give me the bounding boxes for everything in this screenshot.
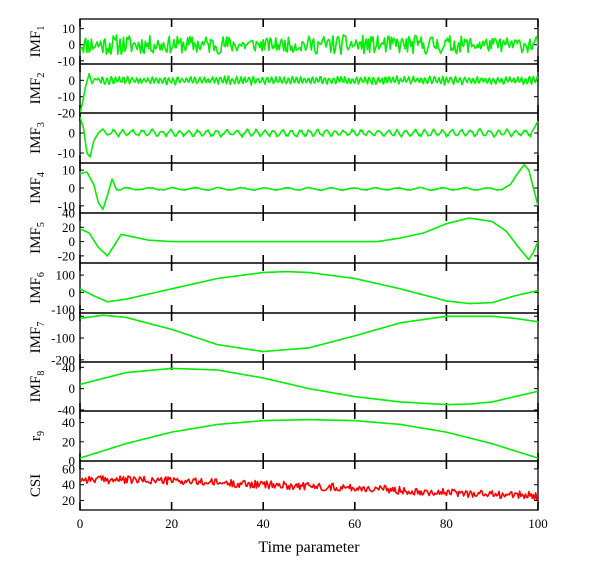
y-tick-label: -100 [51,302,75,317]
x-tick-label: 20 [165,516,178,531]
y-tick-label: -40 [58,402,75,417]
y-tick-label: 20 [62,220,75,235]
y-tick-label: -20 [58,248,75,263]
series-line-imf6 [80,270,538,305]
series-line-imf5 [80,217,538,261]
y-tick-label: 0 [69,37,76,52]
x-tick-label: 80 [440,516,453,531]
x-tick-label: 100 [528,516,548,531]
y-tick-label: 0 [69,309,76,324]
y-tick-label: -10 [58,198,75,213]
panels-group: -10010IMF1-20-100IMF2-100IMF3-10010IMF4-… [28,18,539,511]
x-axis-title: Time parameter [258,539,360,556]
series-line-r9 [80,418,538,459]
series-line-imf3 [80,116,538,158]
series-line-imf2 [80,73,538,113]
series-line-imf8 [80,367,538,406]
panel-label: IMF5 [28,222,47,254]
y-tick-label: 0 [69,181,76,196]
y-tick-label: 0 [69,126,76,141]
y-tick-label: 0 [69,285,76,300]
y-tick-label: -200 [51,352,75,367]
y-tick-label: 0 [69,454,76,469]
series-line-imf4 [80,163,538,211]
series-line-csi [80,475,538,501]
panel-imf7: -200 -100 0 IMF7 [28,309,539,367]
y-tick-label: -10 [58,53,75,68]
y-tick-label: -100 [51,331,75,346]
y-tick-label: -10 [58,146,75,161]
panel-label: CSI [28,474,44,497]
series-line-imf7 [80,314,538,353]
y-tick-label: 20 [62,493,75,508]
panel-label: IMF6 [28,272,47,304]
panel-label: IMF1 [28,26,47,58]
series-line-imf1 [80,34,538,56]
y-tick-label: 40 [62,415,75,430]
x-tick-label: 0 [77,516,84,531]
y-tick-label: 0 [69,73,76,88]
panel-imf3: -10 0 IMF3 [28,112,539,164]
panel-label: IMF4 [28,172,47,204]
y-tick-label: 20 [62,434,75,449]
y-tick-label: 0 [69,234,76,249]
y-tick-label: 0 [69,381,76,396]
panel-label: IMF3 [28,122,47,154]
panel-frame [79,460,539,511]
y-tick-label: 10 [62,163,75,178]
y-tick-label: -20 [58,106,75,121]
panel-label: IMF8 [28,371,47,403]
x-axis: 0 20 40 60 80 100 [77,516,548,531]
y-tick-label: 10 [62,21,75,36]
y-tick-label: 60 [62,461,75,476]
y-tick-label: 40 [62,360,75,375]
panel-label: IMF7 [28,322,47,354]
x-tick-label: 40 [257,516,270,531]
y-tick-label: 40 [62,206,75,221]
panel-label: r9 [28,431,47,441]
y-tick-label: -10 [58,89,75,104]
x-tick-label: 60 [348,516,361,531]
panel-imf4: -10 0 10 IMF4 [28,162,539,214]
panel-label: IMF2 [28,73,47,105]
y-tick-label: 40 [62,477,75,492]
y-tick-label: 100 [56,268,76,283]
panel-imf6: -100 0 100 IMF6 [28,262,539,317]
